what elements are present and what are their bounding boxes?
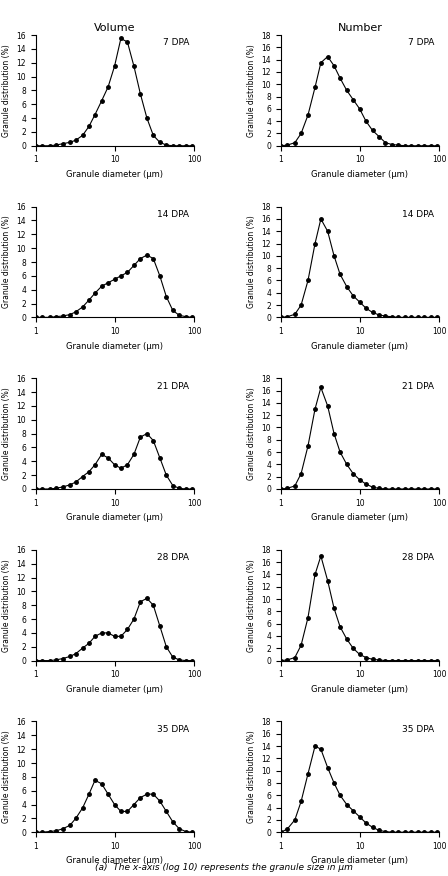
- X-axis label: Granule diameter (μm): Granule diameter (μm): [311, 685, 409, 694]
- Text: 35 DPA: 35 DPA: [157, 724, 189, 734]
- X-axis label: Granule diameter (μm): Granule diameter (μm): [311, 857, 409, 865]
- Y-axis label: Granule distribution (%): Granule distribution (%): [2, 731, 11, 823]
- X-axis label: Granule diameter (μm): Granule diameter (μm): [66, 857, 164, 865]
- Text: 28 DPA: 28 DPA: [402, 554, 434, 562]
- Title: Volume: Volume: [94, 23, 136, 33]
- Y-axis label: Granule distribution (%): Granule distribution (%): [247, 215, 256, 308]
- Y-axis label: Granule distribution (%): Granule distribution (%): [2, 387, 11, 480]
- X-axis label: Granule diameter (μm): Granule diameter (μm): [311, 513, 409, 522]
- Text: 7 DPA: 7 DPA: [163, 39, 189, 47]
- Title: Number: Number: [337, 23, 383, 33]
- X-axis label: Granule diameter (μm): Granule diameter (μm): [66, 685, 164, 694]
- Text: 21 DPA: 21 DPA: [402, 382, 434, 391]
- X-axis label: Granule diameter (μm): Granule diameter (μm): [66, 170, 164, 179]
- X-axis label: Granule diameter (μm): Granule diameter (μm): [311, 170, 409, 179]
- Text: 21 DPA: 21 DPA: [157, 382, 189, 391]
- Text: (a)  The x-axis (log 10) represents the granule size in μm: (a) The x-axis (log 10) represents the g…: [95, 863, 353, 872]
- Y-axis label: Granule distribution (%): Granule distribution (%): [2, 44, 11, 137]
- Y-axis label: Granule distribution (%): Granule distribution (%): [2, 215, 11, 308]
- Y-axis label: Granule distribution (%): Granule distribution (%): [247, 387, 256, 480]
- Text: 14 DPA: 14 DPA: [157, 210, 189, 219]
- Y-axis label: Granule distribution (%): Granule distribution (%): [247, 44, 256, 137]
- X-axis label: Granule diameter (μm): Granule diameter (μm): [66, 513, 164, 522]
- X-axis label: Granule diameter (μm): Granule diameter (μm): [66, 342, 164, 350]
- Text: 35 DPA: 35 DPA: [402, 724, 434, 734]
- Y-axis label: Granule distribution (%): Granule distribution (%): [247, 559, 256, 652]
- Y-axis label: Granule distribution (%): Granule distribution (%): [247, 731, 256, 823]
- X-axis label: Granule diameter (μm): Granule diameter (μm): [311, 342, 409, 350]
- Y-axis label: Granule distribution (%): Granule distribution (%): [2, 559, 11, 652]
- Text: 7 DPA: 7 DPA: [408, 39, 434, 47]
- Text: 14 DPA: 14 DPA: [402, 210, 434, 219]
- Text: 28 DPA: 28 DPA: [157, 554, 189, 562]
